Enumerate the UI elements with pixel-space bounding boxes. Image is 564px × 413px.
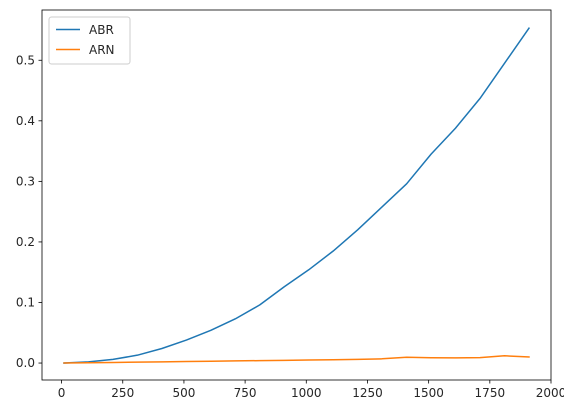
legend: ABR ARN (49, 17, 130, 64)
x-tick-label: 1750 (475, 386, 506, 400)
y-tick-label: 0.0 (16, 356, 35, 370)
x-tick-label: 1000 (291, 386, 322, 400)
x-tick-label: 1250 (352, 386, 383, 400)
y-tick-label: 0.1 (16, 295, 35, 309)
x-tick-label: 250 (111, 386, 134, 400)
x-tick-label: 750 (234, 386, 257, 400)
legend-label-abr: ABR (89, 23, 114, 37)
x-tick-label: 0 (58, 386, 66, 400)
x-tick-label: 2000 (536, 386, 564, 400)
y-tick-label: 0.4 (16, 114, 35, 128)
y-tick-label: 0.5 (16, 53, 35, 67)
x-tick-label: 1500 (413, 386, 444, 400)
legend-label-arn: ARN (89, 43, 115, 57)
x-tick-label: 500 (172, 386, 195, 400)
y-tick-label: 0.3 (16, 174, 35, 188)
y-tick-label: 0.2 (16, 235, 35, 249)
